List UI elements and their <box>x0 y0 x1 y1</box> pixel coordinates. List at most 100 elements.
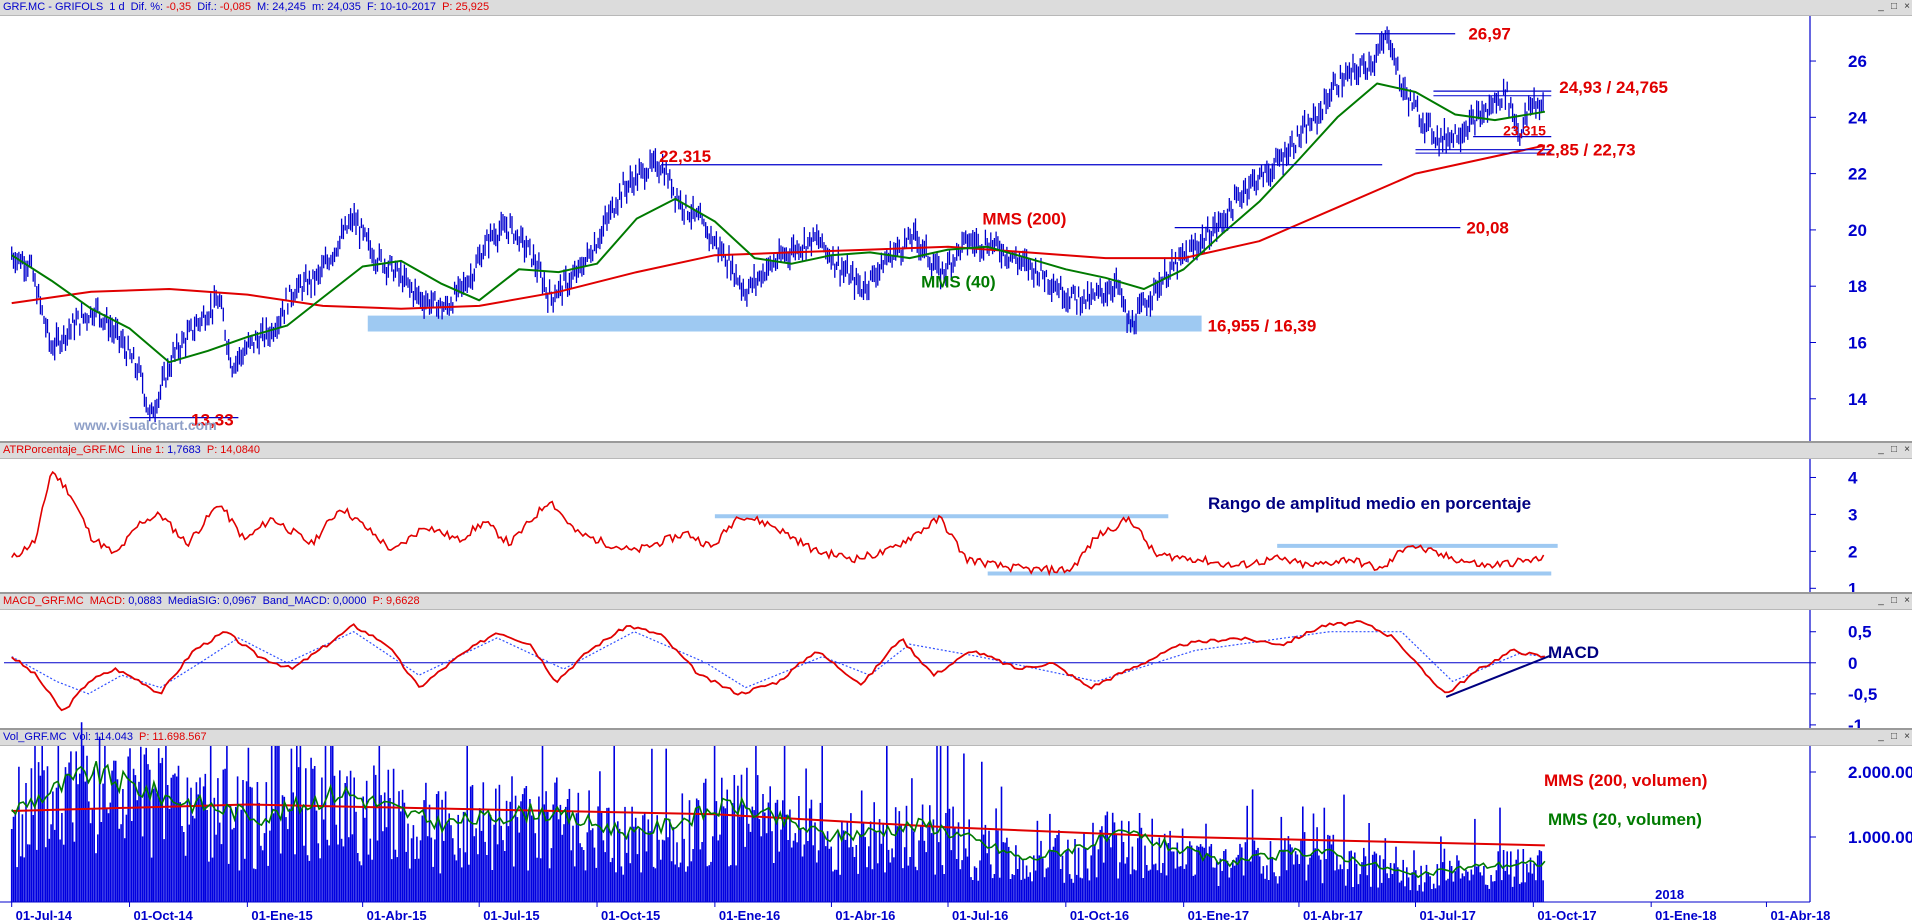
atr-p-label: P: <box>206 444 218 456</box>
close-icon[interactable]: × <box>1904 731 1910 742</box>
atr-chart: Rango de amplitud medio en porcentaje 4 3 2… <box>11 459 1858 598</box>
macd-tick-label: -0,5 <box>1848 685 1877 704</box>
vol-mms200-label: MMS (200, volumen) <box>1544 771 1707 790</box>
price-tick-label: 26 <box>1848 52 1867 71</box>
max-value: 24,245 <box>272 1 306 13</box>
minimize-icon[interactable]: _ <box>1878 731 1884 742</box>
price-panel: GRF.MC - GRIFOLS 1 d Dif. %: -0,35 Dif.: -… <box>0 0 1912 447</box>
panel-separator[interactable] <box>0 592 1912 594</box>
x-tick-label: 01-Jul-14 <box>16 908 73 922</box>
atr-name: ATRPorcentaje_GRF.MC <box>3 444 126 456</box>
minimize-icon[interactable]: _ <box>1878 595 1884 606</box>
x-tick-label: 01-Abr-18 <box>1770 908 1830 922</box>
macd-panel-header: MACD_GRF.MC MACD: 0,0883 MediaSIG: 0,0967 … <box>0 594 1912 610</box>
atr-panel-header: ATRPorcentaje_GRF.MC Line 1: 1,7683 P: 14,… <box>0 443 1912 459</box>
min-value: 24,035 <box>327 1 361 13</box>
x-tick-label: 01-Oct-14 <box>134 908 194 922</box>
vol-p-label: P: <box>139 731 150 743</box>
date-label: F: <box>366 1 377 13</box>
level-label-support-b: 22,85 / 22,73 <box>1536 141 1635 160</box>
macd-panel: MACD_GRF.MC MACD: 0,0883 MediaSIG: 0,0967 … <box>0 594 1912 735</box>
macd-line <box>11 620 1546 712</box>
level-label-20: 20,08 <box>1466 219 1509 238</box>
dif-pct-label: Dif. %: <box>130 1 164 13</box>
close-icon[interactable]: × <box>1904 444 1910 455</box>
price-tick-label: 16 <box>1848 333 1867 352</box>
sig-label: MediaSIG: <box>167 595 220 607</box>
vol-name: Vol_GRF.MC <box>3 731 67 743</box>
mms200-label: MMS (200) <box>982 209 1066 228</box>
x-tick-label: 01-Abr-17 <box>1303 908 1363 922</box>
atr-line <box>11 470 1545 577</box>
minimize-icon[interactable]: _ <box>1878 1 1884 12</box>
volume-tick-label: 2.000.000 <box>1848 763 1912 782</box>
restore-icon[interactable]: □ <box>1890 731 1898 742</box>
macd-title: MACD <box>1548 643 1599 662</box>
restore-icon[interactable]: □ <box>1890 1 1898 12</box>
support-zone <box>367 315 1202 332</box>
x-tick-label: 01-Oct-16 <box>1070 908 1129 922</box>
year-marker: 2018 <box>1655 887 1684 902</box>
panel-separator[interactable] <box>0 441 1912 443</box>
macd-tick-label: 0 <box>1848 654 1857 673</box>
vol-mms20-line <box>11 760 1546 879</box>
price-label: P: <box>442 1 453 13</box>
price-tick-label: 24 <box>1848 108 1867 127</box>
price-value: 25,925 <box>455 1 490 13</box>
dif-pct-value: -0,35 <box>166 1 192 13</box>
level-label-resistance: 24,93 / 24,765 <box>1559 78 1668 97</box>
timeframe: 1 d <box>109 1 125 13</box>
panel-separator[interactable] <box>0 728 1912 730</box>
macd-trendline <box>1445 654 1552 698</box>
x-tick-label: 01-Abr-16 <box>835 908 895 922</box>
atr-line-label: Line 1: <box>131 444 165 456</box>
close-icon[interactable]: × <box>1904 1 1910 12</box>
dif-label: Dif.: <box>197 1 217 13</box>
atr-tick-label: 1 <box>1848 579 1857 598</box>
vol-mms20-label: MMS (20, volumen) <box>1548 810 1702 829</box>
level-label-low: 13,33 <box>191 411 234 430</box>
price-tick-label: 18 <box>1848 277 1867 296</box>
atr-tick-label: 4 <box>1848 468 1858 487</box>
min-label: m: <box>311 1 325 13</box>
price-panel-header: GRF.MC - GRIFOLS 1 d Dif. %: -0,35 Dif.: -… <box>0 0 1912 16</box>
max-label: M: <box>257 1 270 13</box>
vol-p-value: 11.698.567 <box>152 731 207 743</box>
x-tick-label: 01-Ene-16 <box>719 908 780 922</box>
x-tick-label: 01-Jul-17 <box>1419 908 1475 922</box>
restore-icon[interactable]: □ <box>1890 444 1898 455</box>
price-tick-label: 14 <box>1848 390 1867 409</box>
level-label-zone: 16,955 / 16,39 <box>1208 317 1317 336</box>
x-tick-label: 01-Ene-18 <box>1655 908 1716 922</box>
restore-icon[interactable]: □ <box>1890 595 1898 606</box>
atr-tick-label: 3 <box>1848 505 1857 524</box>
macd-tick-label: 0,5 <box>1848 623 1872 642</box>
volume-tick-label: 1.000.000 <box>1848 828 1912 847</box>
atr-panel: ATRPorcentaje_GRF.MC Line 1: 1,7683 P: 14,… <box>0 443 1912 598</box>
macd-label: MACD: <box>89 595 126 607</box>
x-tick-label: 01-Jul-15 <box>483 908 539 922</box>
price-tick-label: 22 <box>1848 165 1867 184</box>
x-tick-label: 01-Abr-15 <box>367 908 427 922</box>
price-tick-label: 20 <box>1848 221 1867 240</box>
watermark: www.visualchart.com <box>73 417 217 433</box>
macd-p-value: 9,6628 <box>385 595 420 607</box>
atr-title: Rango de amplitud medio en porcentaje <box>1208 494 1531 513</box>
macd-p-label: P: <box>372 595 383 607</box>
atr-p-value: 14,0840 <box>220 444 261 456</box>
atr-line-value: 1,7683 <box>167 444 201 456</box>
level-label-support-a: 23,315 <box>1503 123 1546 139</box>
level-label-22: 22,315 <box>659 147 711 166</box>
band-label: Band_MACD: <box>262 595 330 607</box>
close-icon[interactable]: × <box>1904 595 1910 606</box>
x-tick-label: 01-Ene-17 <box>1188 908 1249 922</box>
macd-value: 0,0883 <box>128 595 162 607</box>
symbol: GRF.MC - GRIFOLS <box>3 1 104 13</box>
level-label-high: 26,97 <box>1468 25 1511 44</box>
vol-value: 114.043 <box>94 731 133 743</box>
mms40-label: MMS (40) <box>921 273 996 292</box>
minimize-icon[interactable]: _ <box>1878 444 1884 455</box>
dif-value: -0,085 <box>219 1 251 13</box>
price-chart: 26,97 24,93 / 24,765 23,315 22,85 / 22,73 22… <box>11 16 1867 441</box>
